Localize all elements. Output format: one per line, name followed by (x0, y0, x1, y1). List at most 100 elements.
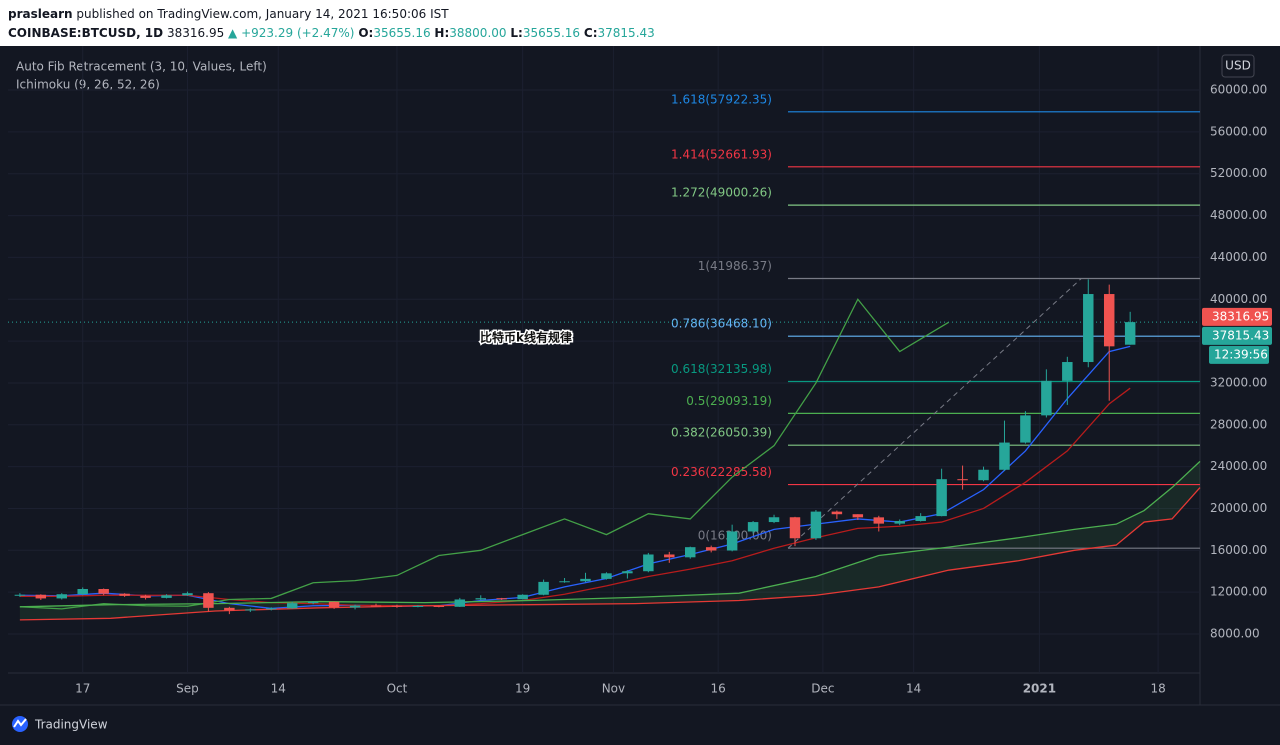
candle-body (768, 517, 780, 523)
price-label: 37815.43 (1212, 328, 1269, 342)
candle-body (35, 594, 47, 599)
candle-body (978, 469, 989, 481)
x-tick-label: 16 (711, 682, 726, 696)
countdown-bg (1209, 345, 1269, 364)
indicator-label: Ichimoku (9, 26, 52, 26) (16, 78, 160, 92)
candle-body (266, 608, 277, 610)
candle-body (894, 521, 905, 524)
candle-body (98, 589, 109, 594)
ohlc-value: 35655.16 (523, 26, 580, 40)
x-tick-label: Nov (602, 682, 625, 696)
change: ▲ +923.29 (+2.47%) (228, 26, 354, 40)
candle-body (999, 442, 1010, 470)
x-tick-label: 19 (515, 682, 530, 696)
y-tick-label: 48000.00 (1210, 208, 1267, 222)
ohlc-key: L: (510, 26, 522, 40)
header-bg (0, 0, 1280, 46)
x-tick-label: Sep (176, 682, 199, 696)
y-tick-label: 32000.00 (1210, 375, 1267, 389)
ohlc-value: 37815.43 (598, 26, 655, 40)
y-tick-label: 20000.00 (1210, 501, 1267, 515)
ohlc-value: 35655.16 (373, 26, 430, 40)
published: published on TradingView.com, January 14… (76, 7, 449, 21)
countdown: 12:39:56 (1214, 347, 1268, 361)
y-tick-label: 60000.00 (1210, 83, 1267, 97)
candle-body (915, 516, 926, 522)
candle-body (622, 571, 633, 574)
y-tick-label: 16000.00 (1210, 543, 1267, 557)
brand[interactable]: TradingView (34, 718, 108, 732)
ohlc-key: O: (358, 26, 373, 40)
fib-label: 0.382(26050.39) (671, 426, 772, 440)
ohlc-value: 38800.00 (449, 26, 506, 40)
candle-body (705, 547, 717, 551)
candle-body (496, 598, 507, 600)
candle-body (412, 605, 424, 607)
candle-body (119, 593, 130, 596)
price-label-bg (1202, 307, 1272, 326)
candle-body (538, 581, 549, 595)
candle-body (224, 607, 235, 611)
price-label: 38316.95 (1212, 309, 1269, 323)
symbol-line: COINBASE:BTCUSD, 1D 38316.95 ▲ +923.29 (… (8, 26, 655, 40)
currency-button[interactable] (1221, 54, 1255, 78)
indicator-line (19, 298, 949, 610)
candle-body (957, 479, 968, 481)
y-tick-label: 12000.00 (1210, 585, 1267, 599)
candle-body (349, 605, 361, 608)
candle-body (643, 554, 654, 572)
currency[interactable]: USD (1225, 59, 1251, 73)
candle-body (161, 595, 172, 598)
candle-body (726, 531, 738, 551)
candle-body (810, 511, 822, 539)
candle-body (789, 517, 801, 539)
y-tick-label: 28000.00 (1210, 417, 1267, 431)
x-tick-label: 2021 (1023, 682, 1056, 696)
x-tick-label: 17 (75, 682, 90, 696)
watermark: 比特币k线有规律 (480, 330, 572, 345)
fib-label: 1.618(57922.35) (671, 92, 772, 106)
y-tick-label: 52000.00 (1210, 166, 1267, 180)
candle-body (182, 593, 193, 596)
indicator-line (19, 487, 1201, 621)
x-tick-label: 14 (271, 682, 286, 696)
chart-bg (0, 46, 1280, 745)
y-tick-label: 24000.00 (1210, 459, 1267, 473)
fib-label: 0.5(29093.19) (686, 394, 772, 408)
candle-body (328, 601, 340, 608)
candle-body (77, 589, 88, 595)
fib-label: 0.786(36468.10) (671, 317, 772, 331)
y-tick-label: 44000.00 (1210, 250, 1267, 264)
brand-logo (12, 716, 28, 732)
candle-body (475, 598, 486, 600)
y-tick-label: 56000.00 (1210, 124, 1267, 138)
candle-body (203, 593, 214, 608)
candle-body (1041, 380, 1052, 416)
candle-body (391, 605, 403, 607)
candle-body (433, 605, 445, 607)
x-tick-label: 14 (906, 682, 921, 696)
fib-label: 1.414(52661.93) (671, 147, 772, 161)
fib-label: 0.236(22285.58) (671, 465, 772, 479)
indicator-label: Auto Fib Retracement (3, 10, Values, Lef… (16, 60, 267, 74)
symbol: COINBASE:BTCUSD, 1D (8, 26, 163, 40)
x-tick-label: Oct (387, 682, 408, 696)
candle-body (454, 599, 466, 607)
price-label-bg (1202, 326, 1272, 345)
candle-body (831, 511, 843, 515)
candle-body (56, 594, 68, 599)
candle-body (140, 595, 151, 598)
candle-body (852, 514, 864, 518)
candle-body (873, 517, 885, 524)
last-price: 38316.95 (167, 26, 224, 40)
candle-body (307, 601, 319, 604)
y-tick-label: 40000.00 (1210, 292, 1267, 306)
x-tick-label: Dec (811, 682, 834, 696)
candle-body (286, 603, 298, 609)
y-tick-label: 8000.00 (1210, 626, 1260, 640)
fib-label: 0.618(32135.98) (671, 362, 772, 376)
candle-body (936, 479, 947, 517)
candle-body (664, 554, 675, 558)
header-line: praslearn published on TradingView.com, … (8, 7, 449, 21)
